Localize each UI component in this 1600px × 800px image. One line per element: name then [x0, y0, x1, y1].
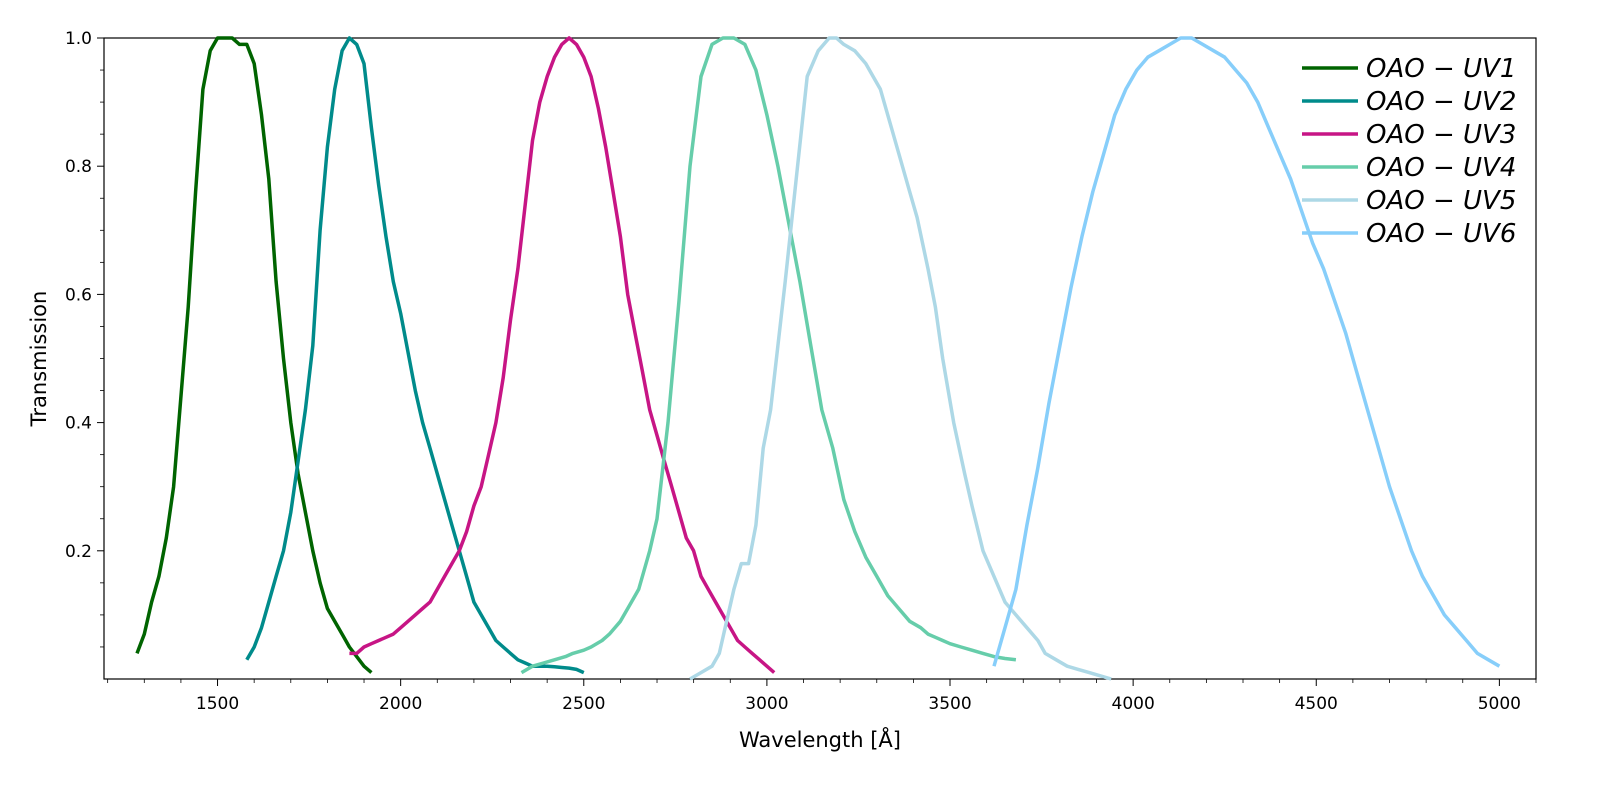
y-tick-label: 1.0	[65, 29, 92, 49]
x-tick-label: 4500	[1295, 694, 1338, 714]
x-tick-label: 3000	[745, 694, 788, 714]
series-line-uv4	[520, 36, 1017, 675]
x-tick-label: 5000	[1478, 694, 1521, 714]
series-line-uv6	[992, 36, 1501, 668]
series-line-uv2	[245, 36, 585, 675]
series-lines	[135, 36, 1501, 681]
x-axis-label: Wavelength [Å]	[739, 726, 901, 752]
x-axis: 1500 2000 2500 3000 3500 4000 4500 5000	[107, 679, 1537, 714]
legend-label-uv4: OAO − UV4	[1366, 153, 1516, 183]
legend-label-uv2: OAO − UV2	[1366, 87, 1516, 117]
legend-label-uv1: OAO − UV1	[1366, 54, 1516, 84]
y-tick-label: 0.4	[65, 414, 92, 434]
x-tick-label: 1500	[196, 694, 239, 714]
y-axis-label: Transmission	[27, 291, 51, 428]
legend-label-uv6: OAO − UV6	[1366, 219, 1516, 249]
series-line-uv5	[689, 36, 1112, 681]
x-tick-label: 3500	[928, 694, 971, 714]
legend-label-uv3: OAO − UV3	[1366, 120, 1516, 150]
legend-label-uv5: OAO − UV5	[1366, 186, 1516, 216]
x-tick-label: 4000	[1112, 694, 1155, 714]
series-line-uv1	[135, 36, 373, 674]
x-tick-label: 2000	[379, 694, 422, 714]
y-tick-label: 0.8	[65, 157, 92, 177]
x-tick-label: 2500	[562, 694, 605, 714]
y-tick-label: 0.6	[65, 285, 92, 305]
series-line-uv3	[349, 36, 776, 674]
y-axis: 0.2 0.4 0.6 0.8 1.0	[65, 29, 104, 648]
y-tick-label: 0.2	[65, 542, 92, 562]
